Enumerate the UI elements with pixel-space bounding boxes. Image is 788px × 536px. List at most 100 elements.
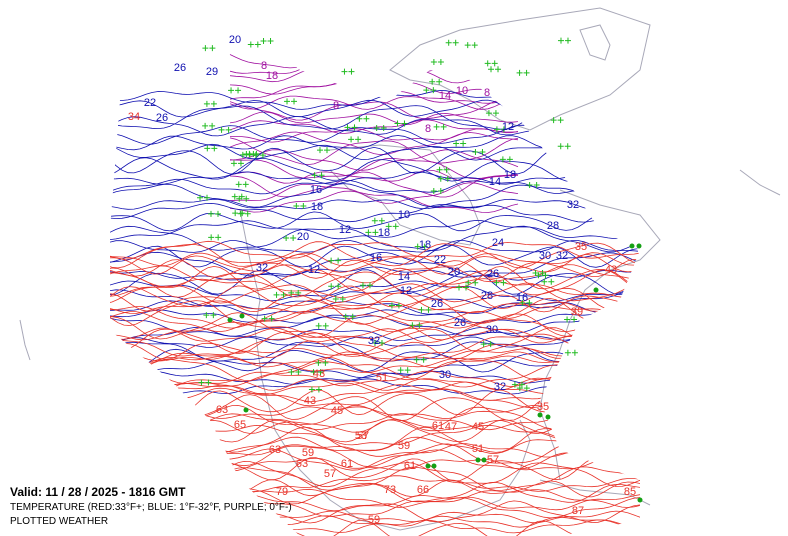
contour-label: 28 <box>481 290 493 302</box>
snow-symbol <box>488 66 502 73</box>
contours <box>110 51 640 536</box>
snow-symbol <box>202 45 216 52</box>
snow-symbol <box>203 312 217 319</box>
snow-symbol <box>437 175 451 182</box>
snow-symbol <box>526 181 540 188</box>
legend-temperature: TEMPERATURE (RED:33°F+; BLUE: 1°F-32°F, … <box>10 502 292 513</box>
contour-line <box>110 300 639 316</box>
contour-line <box>110 419 640 443</box>
snow-symbol <box>456 284 470 291</box>
snow-symbol <box>519 299 533 306</box>
contour-label: 30 <box>539 250 551 262</box>
contour-label: 59 <box>398 440 410 452</box>
contour-label: 61 <box>432 420 444 432</box>
snow-symbol <box>341 68 355 75</box>
contour-line <box>110 282 640 304</box>
snow-symbol <box>232 210 246 217</box>
contour-label: 51 <box>376 372 388 384</box>
contour-label: 35 <box>575 241 587 253</box>
snow-symbol <box>532 270 546 277</box>
contour-line <box>229 95 519 110</box>
snow-symbol <box>499 156 513 163</box>
contour-label: 45 <box>331 405 343 417</box>
snow-symbol <box>288 289 302 296</box>
coastline <box>539 189 661 481</box>
contour-label: 12 <box>308 264 320 276</box>
rain-dot <box>637 497 643 503</box>
snow-symbol <box>465 279 479 286</box>
snow-symbol <box>315 359 329 366</box>
snow-symbol <box>564 316 578 323</box>
contour-line <box>110 306 640 329</box>
snow-symbol <box>388 302 402 309</box>
snow-symbol <box>342 313 356 320</box>
snow-symbol <box>472 148 486 155</box>
contour-label: 47 <box>445 421 457 433</box>
snow-symbol <box>484 60 498 67</box>
contour-line <box>229 169 519 184</box>
contour-line <box>229 51 519 71</box>
rain-dot <box>593 287 599 293</box>
snow-symbol <box>344 124 358 131</box>
snow-symbol <box>239 151 253 158</box>
contour-line <box>110 370 639 385</box>
snow-symbol <box>283 234 297 241</box>
snow-symbol <box>315 322 329 329</box>
contour-line <box>110 258 640 279</box>
contour-label: 18 <box>504 169 516 181</box>
legend-weather: PLOTTED WEATHER <box>10 516 108 527</box>
contour-line <box>110 297 640 326</box>
snow-symbol <box>413 356 427 363</box>
snow-symbol <box>348 136 362 143</box>
snow-symbol <box>228 87 242 94</box>
contour-line <box>110 90 639 110</box>
snow-symbol <box>418 306 432 313</box>
contour-line <box>110 198 639 210</box>
contour-label: 29 <box>206 66 218 78</box>
snow-symbol <box>204 145 218 152</box>
snow-symbol <box>243 150 257 157</box>
snow-symbol <box>356 115 370 122</box>
contour-line <box>110 309 639 324</box>
snow-symbol <box>365 229 379 236</box>
snow-symbol <box>436 166 450 173</box>
contour-line <box>229 157 519 180</box>
rain-dot <box>636 243 642 249</box>
contour-line <box>110 336 639 349</box>
contour-line <box>110 104 639 130</box>
contour-label: 85 <box>624 486 636 498</box>
snow-symbol <box>208 210 222 217</box>
contour-label: 43 <box>304 395 316 407</box>
contour-label: 57 <box>487 454 499 466</box>
snow-symbol <box>247 41 261 48</box>
snow-symbol <box>409 322 423 329</box>
snow-symbol <box>371 217 385 224</box>
contour-line <box>229 149 519 171</box>
contour-line <box>110 183 639 208</box>
snow-symbol <box>202 122 216 129</box>
contour-label: 28 <box>547 220 559 232</box>
contour-line <box>110 269 639 296</box>
snow-symbol <box>198 379 212 386</box>
snow-symbol <box>284 98 298 105</box>
rain-dot <box>629 243 635 249</box>
contour-line <box>110 240 639 253</box>
snow-symbol <box>203 100 217 107</box>
contour-label: 26 <box>431 298 443 310</box>
snow-symbol <box>328 257 342 264</box>
snow-symbol <box>430 188 444 195</box>
valid-time: Valid: 11 / 28 / 2025 - 1816 GMT <box>10 485 186 499</box>
contour-line <box>229 119 519 134</box>
contour-line <box>110 241 640 269</box>
snow-symbol <box>535 272 549 279</box>
contour-label: 65 <box>234 419 246 431</box>
coastline <box>239 209 531 531</box>
contour-label: 18 <box>266 70 278 82</box>
snow-symbol <box>485 110 499 117</box>
contour-label: 32 <box>368 335 380 347</box>
snow-symbol <box>493 279 507 286</box>
snow-symbol <box>516 385 530 392</box>
contour-line <box>110 359 639 379</box>
snow-symbol <box>541 278 555 285</box>
